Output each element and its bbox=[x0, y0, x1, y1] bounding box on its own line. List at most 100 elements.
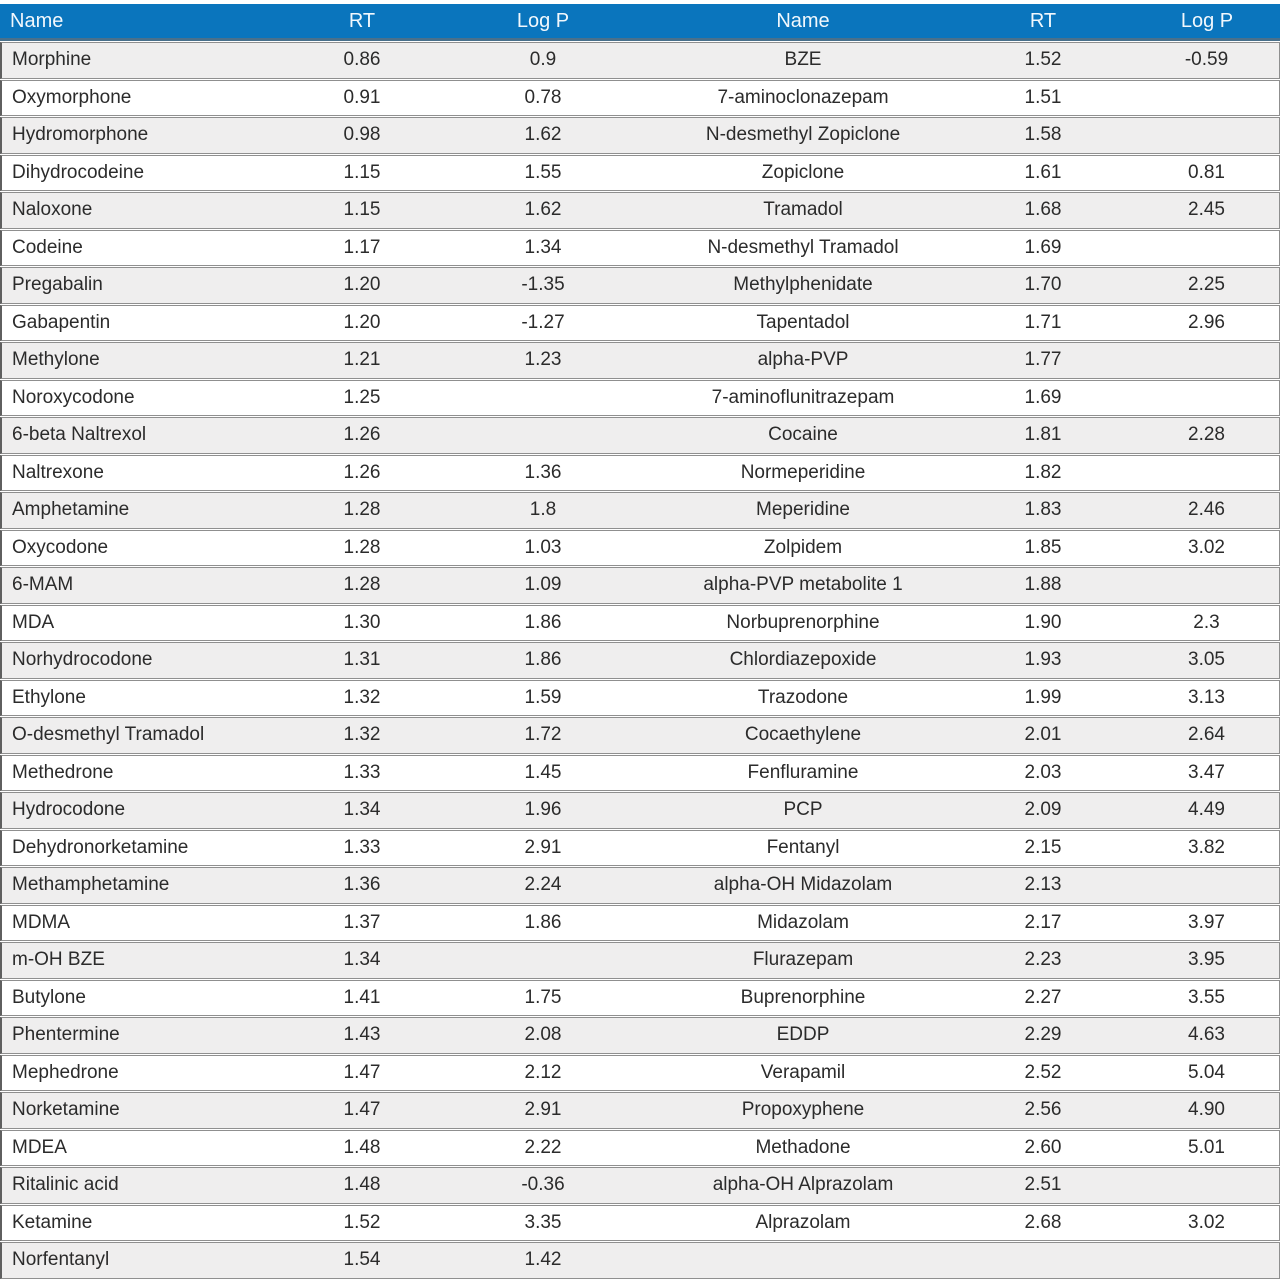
cell-name-right: Chlordiazepoxide bbox=[654, 642, 952, 679]
cell-rt-left: 1.26 bbox=[292, 454, 432, 491]
cell-name-left: Phentermine bbox=[0, 1017, 292, 1054]
cell-name-right: Zolpidem bbox=[654, 529, 952, 566]
cell-logp-left: 2.24 bbox=[432, 867, 654, 904]
cell-name-left: Methylone bbox=[0, 342, 292, 379]
table-row: MDA 1.30 1.86 Norbuprenorphine 1.90 2.3 bbox=[0, 604, 1280, 641]
cell-rt-right: 1.58 bbox=[952, 117, 1134, 154]
header-rt-left: RT bbox=[292, 4, 432, 41]
table-row: Morphine 0.86 0.9 BZE 1.52 -0.59 bbox=[0, 42, 1280, 79]
cell-rt-left: 1.28 bbox=[292, 567, 432, 604]
cell-logp-right: 2.3 bbox=[1134, 604, 1280, 641]
cell-name-left: 6-MAM bbox=[0, 567, 292, 604]
cell-rt-left: 1.47 bbox=[292, 1054, 432, 1091]
table-row: Ketamine 1.52 3.35 Alprazolam 2.68 3.02 bbox=[0, 1204, 1280, 1241]
cell-logp-left: 1.55 bbox=[432, 154, 654, 191]
cell-rt-right: 1.77 bbox=[952, 342, 1134, 379]
cell-rt-right: 2.15 bbox=[952, 829, 1134, 866]
cell-name-right: alpha-PVP bbox=[654, 342, 952, 379]
cell-name-left: Ketamine bbox=[0, 1204, 292, 1241]
cell-name-right: Meperidine bbox=[654, 492, 952, 529]
cell-name-right: Cocaine bbox=[654, 417, 952, 454]
table-row: Amphetamine 1.28 1.8 Meperidine 1.83 2.46 bbox=[0, 492, 1280, 529]
cell-rt-left: 1.52 bbox=[292, 1204, 432, 1241]
cell-logp-right: 3.05 bbox=[1134, 642, 1280, 679]
cell-rt-right: 2.23 bbox=[952, 942, 1134, 979]
cell-logp-right: 4.49 bbox=[1134, 792, 1280, 829]
cell-logp-right: 2.64 bbox=[1134, 717, 1280, 754]
cell-logp-left: 1.59 bbox=[432, 679, 654, 716]
cell-logp-right: 3.02 bbox=[1134, 529, 1280, 566]
header-name-left: Name bbox=[0, 4, 292, 41]
cell-logp-left: 1.45 bbox=[432, 754, 654, 791]
cell-logp-left: -1.27 bbox=[432, 304, 654, 341]
cell-logp-left: 1.86 bbox=[432, 904, 654, 941]
table-row: Naloxone 1.15 1.62 Tramadol 1.68 2.45 bbox=[0, 192, 1280, 229]
cell-rt-right: 1.71 bbox=[952, 304, 1134, 341]
cell-name-left: 6-beta Naltrexol bbox=[0, 417, 292, 454]
table-row: MDMA 1.37 1.86 Midazolam 2.17 3.97 bbox=[0, 904, 1280, 941]
cell-rt-right: 1.69 bbox=[952, 379, 1134, 416]
cell-rt-right: 1.90 bbox=[952, 604, 1134, 641]
table-row: O-desmethyl Tramadol 1.32 1.72 Cocaethylene… bbox=[0, 717, 1280, 754]
cell-rt-left: 0.98 bbox=[292, 117, 432, 154]
cell-rt-left: 1.54 bbox=[292, 1242, 432, 1279]
table-row: Butylone 1.41 1.75 Buprenorphine 2.27 3.55 bbox=[0, 979, 1280, 1016]
cell-rt-left: 1.36 bbox=[292, 867, 432, 904]
cell-rt-right: 1.81 bbox=[952, 417, 1134, 454]
cell-name-left: Dihydrocodeine bbox=[0, 154, 292, 191]
cell-rt-right: 1.69 bbox=[952, 229, 1134, 266]
cell-name-right: Methylphenidate bbox=[654, 267, 952, 304]
cell-name-right: N-desmethyl Tramadol bbox=[654, 229, 952, 266]
cell-rt-left: 1.20 bbox=[292, 267, 432, 304]
table-row: Norhydrocodone 1.31 1.86 Chlordiazepoxide 1.… bbox=[0, 642, 1280, 679]
cell-rt-left: 1.30 bbox=[292, 604, 432, 641]
table-row: Methylone 1.21 1.23 alpha-PVP 1.77 bbox=[0, 342, 1280, 379]
cell-logp-left: 2.91 bbox=[432, 1092, 654, 1129]
cell-logp-left: 1.62 bbox=[432, 192, 654, 229]
cell-name-right: Tramadol bbox=[654, 192, 952, 229]
cell-name-left: Butylone bbox=[0, 979, 292, 1016]
cell-logp-left: 1.86 bbox=[432, 642, 654, 679]
cell-rt-left: 1.15 bbox=[292, 192, 432, 229]
cell-name-right: N-desmethyl Zopiclone bbox=[654, 117, 952, 154]
cell-rt-left: 1.32 bbox=[292, 679, 432, 716]
cell-logp-right: 3.47 bbox=[1134, 754, 1280, 791]
header-name-right: Name bbox=[654, 4, 952, 41]
cell-logp-right bbox=[1134, 79, 1280, 116]
cell-logp-right: 3.95 bbox=[1134, 942, 1280, 979]
cell-rt-left: 1.41 bbox=[292, 979, 432, 1016]
cell-rt-left: 1.20 bbox=[292, 304, 432, 341]
cell-logp-left: 1.72 bbox=[432, 717, 654, 754]
cell-logp-right bbox=[1134, 1167, 1280, 1204]
cell-rt-right: 2.68 bbox=[952, 1204, 1134, 1241]
cell-logp-left bbox=[432, 379, 654, 416]
cell-name-left: MDEA bbox=[0, 1129, 292, 1166]
cell-rt-left: 0.91 bbox=[292, 79, 432, 116]
cell-name-left: O-desmethyl Tramadol bbox=[0, 717, 292, 754]
table-row: Dihydrocodeine 1.15 1.55 Zopiclone 1.61 0.81 bbox=[0, 154, 1280, 191]
header-logp-right: Log P bbox=[1134, 4, 1280, 41]
cell-name-left: Ethylone bbox=[0, 679, 292, 716]
cell-name-left: Oxycodone bbox=[0, 529, 292, 566]
cell-rt-left: 1.25 bbox=[292, 379, 432, 416]
cell-logp-right: 3.13 bbox=[1134, 679, 1280, 716]
cell-logp-right bbox=[1134, 454, 1280, 491]
header-logp-left: Log P bbox=[432, 4, 654, 41]
cell-name-left: Hydromorphone bbox=[0, 117, 292, 154]
cell-logp-left: 2.12 bbox=[432, 1054, 654, 1091]
cell-logp-right: -0.59 bbox=[1134, 42, 1280, 79]
cell-name-right: EDDP bbox=[654, 1017, 952, 1054]
cell-rt-left: 0.86 bbox=[292, 42, 432, 79]
cell-rt-left: 1.15 bbox=[292, 154, 432, 191]
table-row: Methedrone 1.33 1.45 Fenfluramine 2.03 3.47 bbox=[0, 754, 1280, 791]
header-rt-right: RT bbox=[952, 4, 1134, 41]
cell-rt-right: 1.70 bbox=[952, 267, 1134, 304]
table-body: Morphine 0.86 0.9 BZE 1.52 -0.59 Oxymorphone 0.… bbox=[0, 42, 1280, 1279]
cell-logp-right: 2.45 bbox=[1134, 192, 1280, 229]
cell-rt-right: 2.03 bbox=[952, 754, 1134, 791]
cell-rt-right: 1.68 bbox=[952, 192, 1134, 229]
cell-logp-left: 1.23 bbox=[432, 342, 654, 379]
table-row: Hydromorphone 0.98 1.62 N-desmethyl Zopiclo… bbox=[0, 117, 1280, 154]
cell-logp-left: 1.86 bbox=[432, 604, 654, 641]
cell-rt-right bbox=[952, 1242, 1134, 1279]
